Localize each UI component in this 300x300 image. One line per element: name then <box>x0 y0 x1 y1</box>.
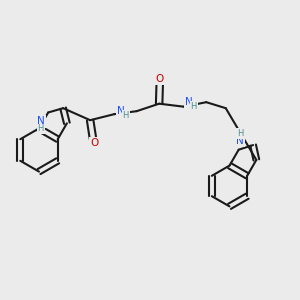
Text: N: N <box>185 97 193 107</box>
Text: H: H <box>38 124 44 134</box>
Text: O: O <box>91 138 99 148</box>
Text: N: N <box>117 106 125 116</box>
Text: O: O <box>156 74 164 84</box>
Text: H: H <box>237 129 243 138</box>
Text: N: N <box>236 136 244 146</box>
Text: H: H <box>190 102 197 111</box>
Text: N: N <box>37 116 45 127</box>
Text: H: H <box>122 111 129 120</box>
